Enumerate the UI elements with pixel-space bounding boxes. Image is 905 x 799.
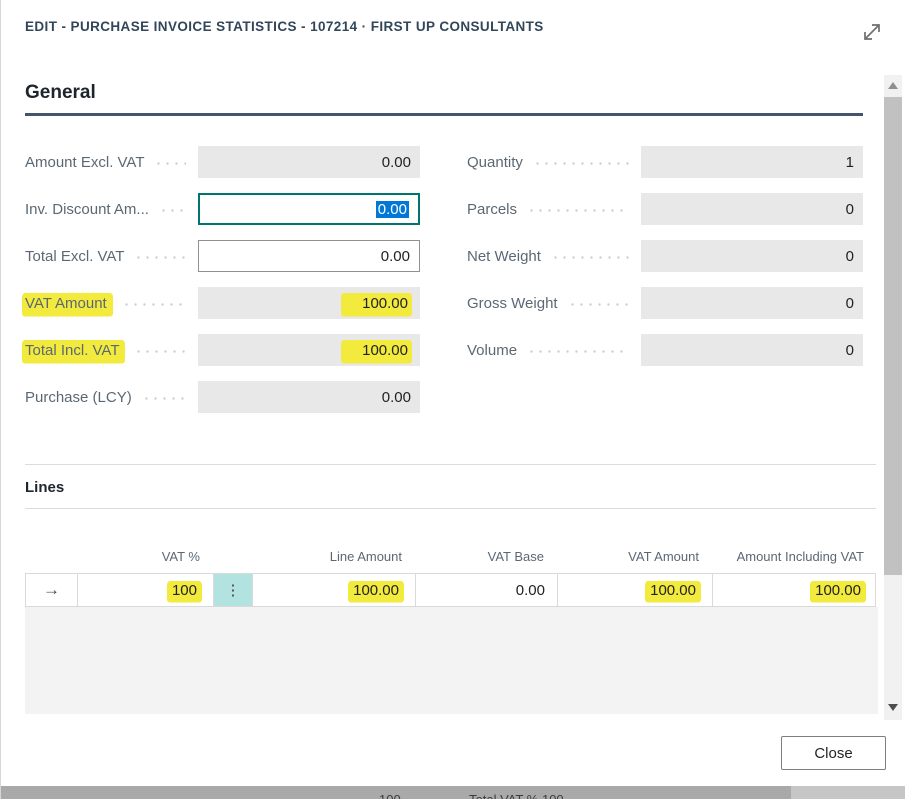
amount-excl-vat-value: 0.00 <box>198 146 420 178</box>
highlighted-value: 100 <box>167 580 201 600</box>
general-right-column: Quantity 1 Parcels 0 Net Weight 0 <box>467 146 863 413</box>
clipped-text-fragment: Total VAT % 100 <box>469 792 564 799</box>
dialog-footer: Close <box>1 714 905 770</box>
field-quantity: Quantity 1 <box>467 146 863 178</box>
dotted-leader <box>134 349 186 353</box>
parcels-label: Parcels <box>467 200 518 218</box>
lines-empty-area <box>25 607 878 714</box>
dotted-leader <box>532 161 629 165</box>
total-incl-vat-value: 100.00 <box>198 334 420 366</box>
general-section-title[interactable]: General <box>25 82 863 116</box>
purchase-lcy-value: 0.00 <box>198 381 420 413</box>
row-menu-cell[interactable]: ⋮ <box>213 574 252 606</box>
general-left-column: Amount Excl. VAT 0.00 Inv. Discount Am..… <box>23 146 420 413</box>
purchase-lcy-label: Purchase (LCY) <box>25 388 132 406</box>
dotted-leader <box>121 302 186 306</box>
gross-weight-label: Gross Weight <box>467 294 558 312</box>
dotted-leader <box>550 255 629 259</box>
scroll-down-icon[interactable] <box>888 704 898 711</box>
highlighted-value: 100.00 <box>646 580 700 600</box>
gross-weight-value: 0 <box>641 287 863 319</box>
field-total-excl-vat: Total Excl. VAT 0.00 <box>25 240 420 272</box>
clipped-text-fragment: 100 <box>379 792 401 799</box>
total-excl-vat-input[interactable]: 0.00 <box>198 240 420 272</box>
selected-text: 0.00 <box>375 200 409 218</box>
general-fields: Amount Excl. VAT 0.00 Inv. Discount Am..… <box>23 146 863 413</box>
parcels-value: 0 <box>641 193 863 225</box>
field-net-weight: Net Weight 0 <box>467 240 863 272</box>
inv-discount-amount-label: Inv. Discount Am... <box>25 200 149 218</box>
active-row-arrow-icon: → <box>43 580 60 599</box>
dotted-leader <box>158 208 186 212</box>
col-header-vat-percent[interactable]: VAT % <box>161 548 200 564</box>
total-excl-vat-label: Total Excl. VAT <box>25 247 125 265</box>
general-section: General Amount Excl. VAT 0.00 Inv. Disco… <box>1 82 905 413</box>
table-row[interactable]: → 100 ⋮ 100.00 0.00 100.00 100.00 <box>25 573 876 607</box>
dotted-leader <box>141 396 186 400</box>
field-amount-excl-vat: Amount Excl. VAT 0.00 <box>25 146 420 178</box>
dotted-leader <box>567 302 629 306</box>
field-vat-amount: VAT Amount 100.00 <box>23 287 420 319</box>
highlighted-value: 100.00 <box>342 292 411 314</box>
vertical-dots-menu-icon: ⋮ <box>225 582 241 599</box>
vat-base-cell[interactable]: 0.00 <box>415 574 557 606</box>
volume-label: Volume <box>467 341 518 359</box>
lines-table-header: VAT % Line Amount VAT Base VAT Amount Am… <box>25 509 876 573</box>
net-weight-label: Net Weight <box>467 247 541 265</box>
field-inv-discount-amount: Inv. Discount Am... 0.00 <box>25 193 420 225</box>
scrollbar-thumb[interactable] <box>884 97 902 575</box>
expand-to-full-page-button[interactable] <box>857 19 887 49</box>
lines-section-title[interactable]: Lines <box>25 479 876 509</box>
field-parcels: Parcels 0 <box>467 193 863 225</box>
dotted-leader <box>154 161 186 165</box>
col-header-spacer <box>212 565 251 573</box>
net-weight-value: 0 <box>641 240 863 272</box>
inv-discount-amount-input[interactable]: 0.00 <box>198 193 420 225</box>
dotted-leader <box>527 208 629 212</box>
field-total-incl-vat: Total Incl. VAT 100.00 <box>23 334 420 366</box>
amount-including-vat-cell[interactable]: 100.00 <box>712 574 877 606</box>
quantity-value: 1 <box>641 146 863 178</box>
col-header-line-amount[interactable]: Line Amount <box>329 548 402 564</box>
dotted-leader <box>527 349 629 353</box>
dialog-title: EDIT - PURCHASE INVOICE STATISTICS - 107… <box>25 19 544 34</box>
col-header-amount-including-vat[interactable]: Amount Including VAT <box>736 548 864 564</box>
dotted-leader <box>134 255 186 259</box>
field-gross-weight: Gross Weight 0 <box>467 287 863 319</box>
amount-excl-vat-label: Amount Excl. VAT <box>25 153 145 171</box>
vat-percent-cell[interactable]: 100 <box>77 574 213 606</box>
diagonal-resize-icon <box>860 20 884 49</box>
vat-amount-cell[interactable]: 100.00 <box>557 574 712 606</box>
underlying-page-light-segment <box>791 786 905 799</box>
col-header-vat-amount[interactable]: VAT Amount <box>628 548 699 564</box>
volume-value: 0 <box>641 334 863 366</box>
highlighted-value: 100.00 <box>811 580 865 600</box>
field-purchase-lcy: Purchase (LCY) 0.00 <box>25 381 420 413</box>
highlighted-value: 100.00 <box>349 580 403 600</box>
row-selector-cell[interactable]: → <box>26 574 77 606</box>
vat-amount-value: 100.00 <box>198 287 420 319</box>
vat-amount-label: VAT Amount <box>23 292 112 314</box>
field-volume: Volume 0 <box>467 334 863 366</box>
vertical-scrollbar[interactable] <box>884 75 902 720</box>
dialog-titlebar: EDIT - PURCHASE INVOICE STATISTICS - 107… <box>1 0 905 49</box>
col-header-vat-base[interactable]: VAT Base <box>487 548 544 564</box>
row-selector-header <box>25 565 76 573</box>
underlying-page-strip: 100 Total VAT % 100 <box>1 786 905 799</box>
line-amount-cell[interactable]: 100.00 <box>252 574 415 606</box>
highlighted-value: 100.00 <box>342 339 411 361</box>
close-button[interactable]: Close <box>781 736 886 770</box>
quantity-label: Quantity <box>467 153 523 171</box>
section-divider <box>25 464 876 465</box>
total-incl-vat-label: Total Incl. VAT <box>23 339 125 361</box>
scroll-up-icon[interactable] <box>888 82 898 89</box>
